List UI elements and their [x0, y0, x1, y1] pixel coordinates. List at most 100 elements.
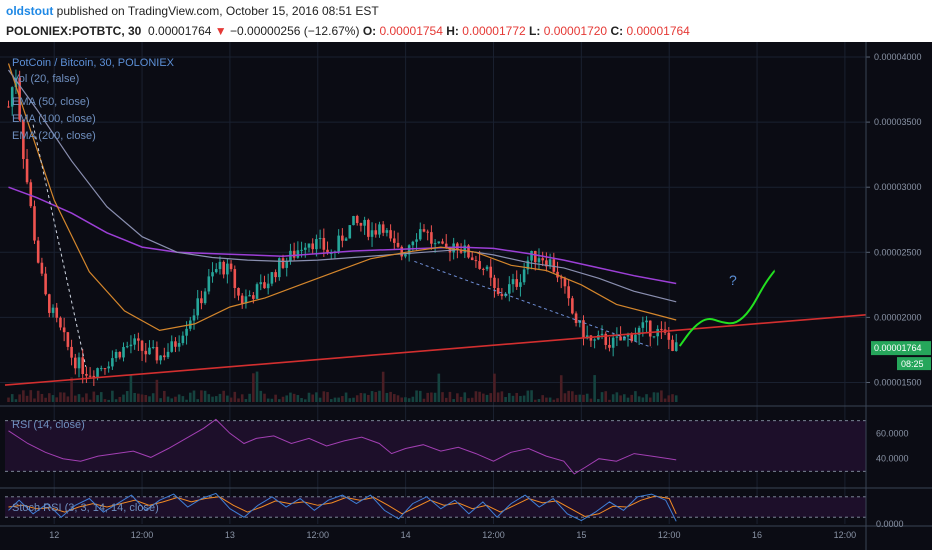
volume-bar: [137, 393, 140, 402]
candle-body: [645, 320, 648, 323]
x-tick-label: 12: [49, 530, 59, 540]
candle-body: [367, 219, 370, 237]
volume-bar: [567, 390, 570, 402]
volume-bar: [229, 397, 233, 402]
ema-lines: [7, 63, 677, 332]
x-tick-label: 12:00: [834, 530, 857, 540]
volume-bar: [504, 397, 507, 402]
candle-body: [99, 368, 103, 370]
volume-bar: [103, 399, 107, 402]
candle-body: [611, 337, 615, 348]
candle-body: [14, 77, 18, 88]
published-text: published on TradingView.com, October 15…: [56, 4, 379, 18]
volume-bar: [81, 397, 85, 402]
volume-bar: [359, 392, 363, 402]
candle-body: [259, 282, 263, 285]
volume-bar: [111, 390, 114, 402]
rsi-label: RSI (14, close): [12, 419, 85, 431]
volume-bars: [7, 371, 678, 402]
candle-body: [122, 347, 125, 358]
candle-body: [615, 336, 619, 338]
candle-body: [418, 229, 422, 240]
volume-bar: [470, 397, 474, 402]
candle-body: [511, 279, 515, 285]
high-value: 0.00001772: [462, 24, 526, 38]
volume-bar: [285, 395, 289, 402]
volume-bar: [55, 397, 59, 402]
volume-bar: [622, 394, 626, 402]
chart-canvas[interactable]: 0.00001500 0.00002000 0.00002500 0.00003000…: [0, 42, 932, 550]
candle-body: [140, 340, 144, 351]
candle-body: [177, 343, 181, 347]
ema100-line: [8, 69, 677, 303]
candle-body: [437, 241, 441, 244]
volume-bar: [214, 396, 218, 402]
candle-body: [270, 272, 274, 284]
volume-bar: [270, 398, 274, 402]
candle-body: [248, 295, 251, 297]
volume-bar: [344, 392, 348, 402]
candle-body: [393, 238, 396, 243]
volume-bar: [129, 375, 133, 402]
candle-body: [278, 258, 281, 278]
volume-bar: [278, 399, 281, 402]
candle-body: [667, 332, 671, 340]
candle-body: [604, 333, 608, 345]
candle-body: [563, 277, 567, 287]
volume-bar: [33, 398, 36, 402]
volume-bar: [526, 390, 530, 402]
volume-bar: [211, 396, 214, 402]
volume-bar: [18, 394, 21, 402]
x-tick-label: 12:00: [307, 530, 330, 540]
candlestick-series: [7, 69, 678, 386]
volume-bar: [144, 394, 148, 402]
candle-body: [300, 249, 303, 251]
candle-body: [470, 257, 474, 261]
volume-bar: [329, 399, 333, 402]
candle-body: [359, 222, 363, 226]
candle-body: [567, 286, 570, 299]
candle-body: [444, 243, 448, 248]
volume-bar: [10, 394, 14, 402]
volume-bar: [296, 395, 300, 402]
volume-bar: [530, 390, 533, 402]
volume-bar: [615, 392, 619, 402]
candle-body: [622, 336, 626, 341]
candle-body: [671, 339, 674, 351]
author-link[interactable]: oldstout: [6, 4, 54, 18]
volume-bar: [125, 391, 129, 402]
candle-body: [652, 336, 656, 338]
volume-bar: [496, 392, 500, 402]
volume-bar: [418, 390, 422, 402]
candle-body: [348, 225, 352, 239]
candle-body: [55, 307, 59, 318]
candle-body: [337, 235, 340, 252]
volume-bar: [493, 373, 496, 402]
volume-bar: [396, 395, 400, 402]
candle-body: [118, 351, 122, 358]
volume-bar: [667, 395, 671, 402]
volume-bar: [159, 398, 162, 402]
y-tick-label: 0.00003000: [874, 182, 922, 192]
candle-body: [404, 254, 407, 257]
volume-bar: [333, 397, 337, 402]
volume-bar: [151, 393, 155, 402]
candle-body: [660, 328, 663, 330]
volume-bar: [107, 399, 110, 402]
volume-bar: [185, 399, 188, 402]
volume-bar: [99, 392, 103, 402]
volume-bar: [281, 396, 285, 402]
chart-header: oldstout published on TradingView.com, O…: [0, 0, 932, 42]
y-tick-label: 0.00001500: [874, 377, 922, 387]
low-value: 0.00001720: [543, 24, 608, 38]
y-tick-label: 0.00002000: [874, 312, 922, 322]
ema200-line: [8, 186, 677, 285]
candle-body: [292, 250, 296, 258]
candle-body: [133, 338, 136, 345]
volume-bar: [226, 395, 229, 402]
volume-bar: [474, 391, 478, 402]
candle-body: [252, 295, 255, 299]
trend-drawings[interactable]: [4, 124, 867, 386]
candle-body: [674, 342, 678, 351]
volume-bar: [478, 391, 481, 402]
